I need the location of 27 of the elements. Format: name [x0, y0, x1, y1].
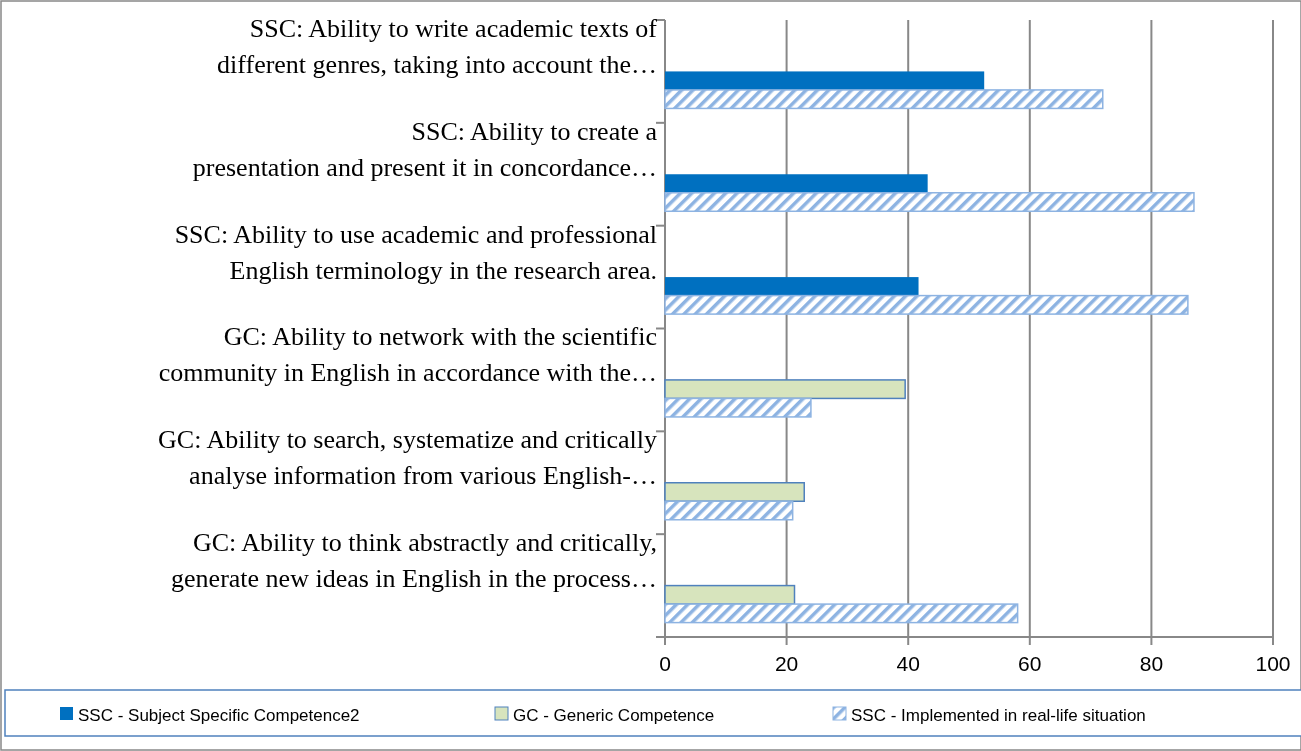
bar [665, 174, 928, 193]
bar [664, 89, 1104, 110]
x-tick-label: 40 [896, 652, 920, 675]
y-tick-label: SSC: Ability to write academic texts of different genres, taking into account the… [217, 13, 658, 79]
bar [664, 482, 805, 503]
x-tick-label: 60 [1018, 652, 1042, 675]
bar [664, 379, 906, 400]
x-tick-label: 0 [659, 652, 671, 675]
legend-label: SSC - Subject Specific Competence2 [78, 706, 360, 725]
y-tick-label: GC: Ability to think abstractly and critically, generate new ideas in English in the process… [171, 528, 657, 594]
legend-label: SSC - Implemented in real-life situation [851, 706, 1146, 725]
bar [664, 603, 1019, 624]
y-tick-label: SSC: Ability to create a presentation and present it in concordance… [192, 116, 658, 182]
bar [665, 277, 919, 296]
y-tick-label: GC: Ability to network with the scientific community in English in accordance with the… [158, 322, 657, 388]
y-tick-label: GC: Ability to search, systematize and critically analyse information from various English-… [158, 425, 657, 491]
x-tick-label: 20 [774, 652, 799, 675]
bar [665, 71, 985, 90]
bar [664, 397, 812, 418]
y-tick-label: SSC: Ability to use academic and professional English terminology in the research area. [174, 219, 657, 285]
bar [664, 500, 794, 521]
legend-label: GC - Generic Competence [513, 706, 715, 725]
x-tick-label: 100 [1255, 652, 1291, 675]
bar [664, 294, 1189, 315]
bar [664, 584, 796, 605]
bar [664, 192, 1195, 213]
x-tick-label: 80 [1139, 652, 1164, 675]
